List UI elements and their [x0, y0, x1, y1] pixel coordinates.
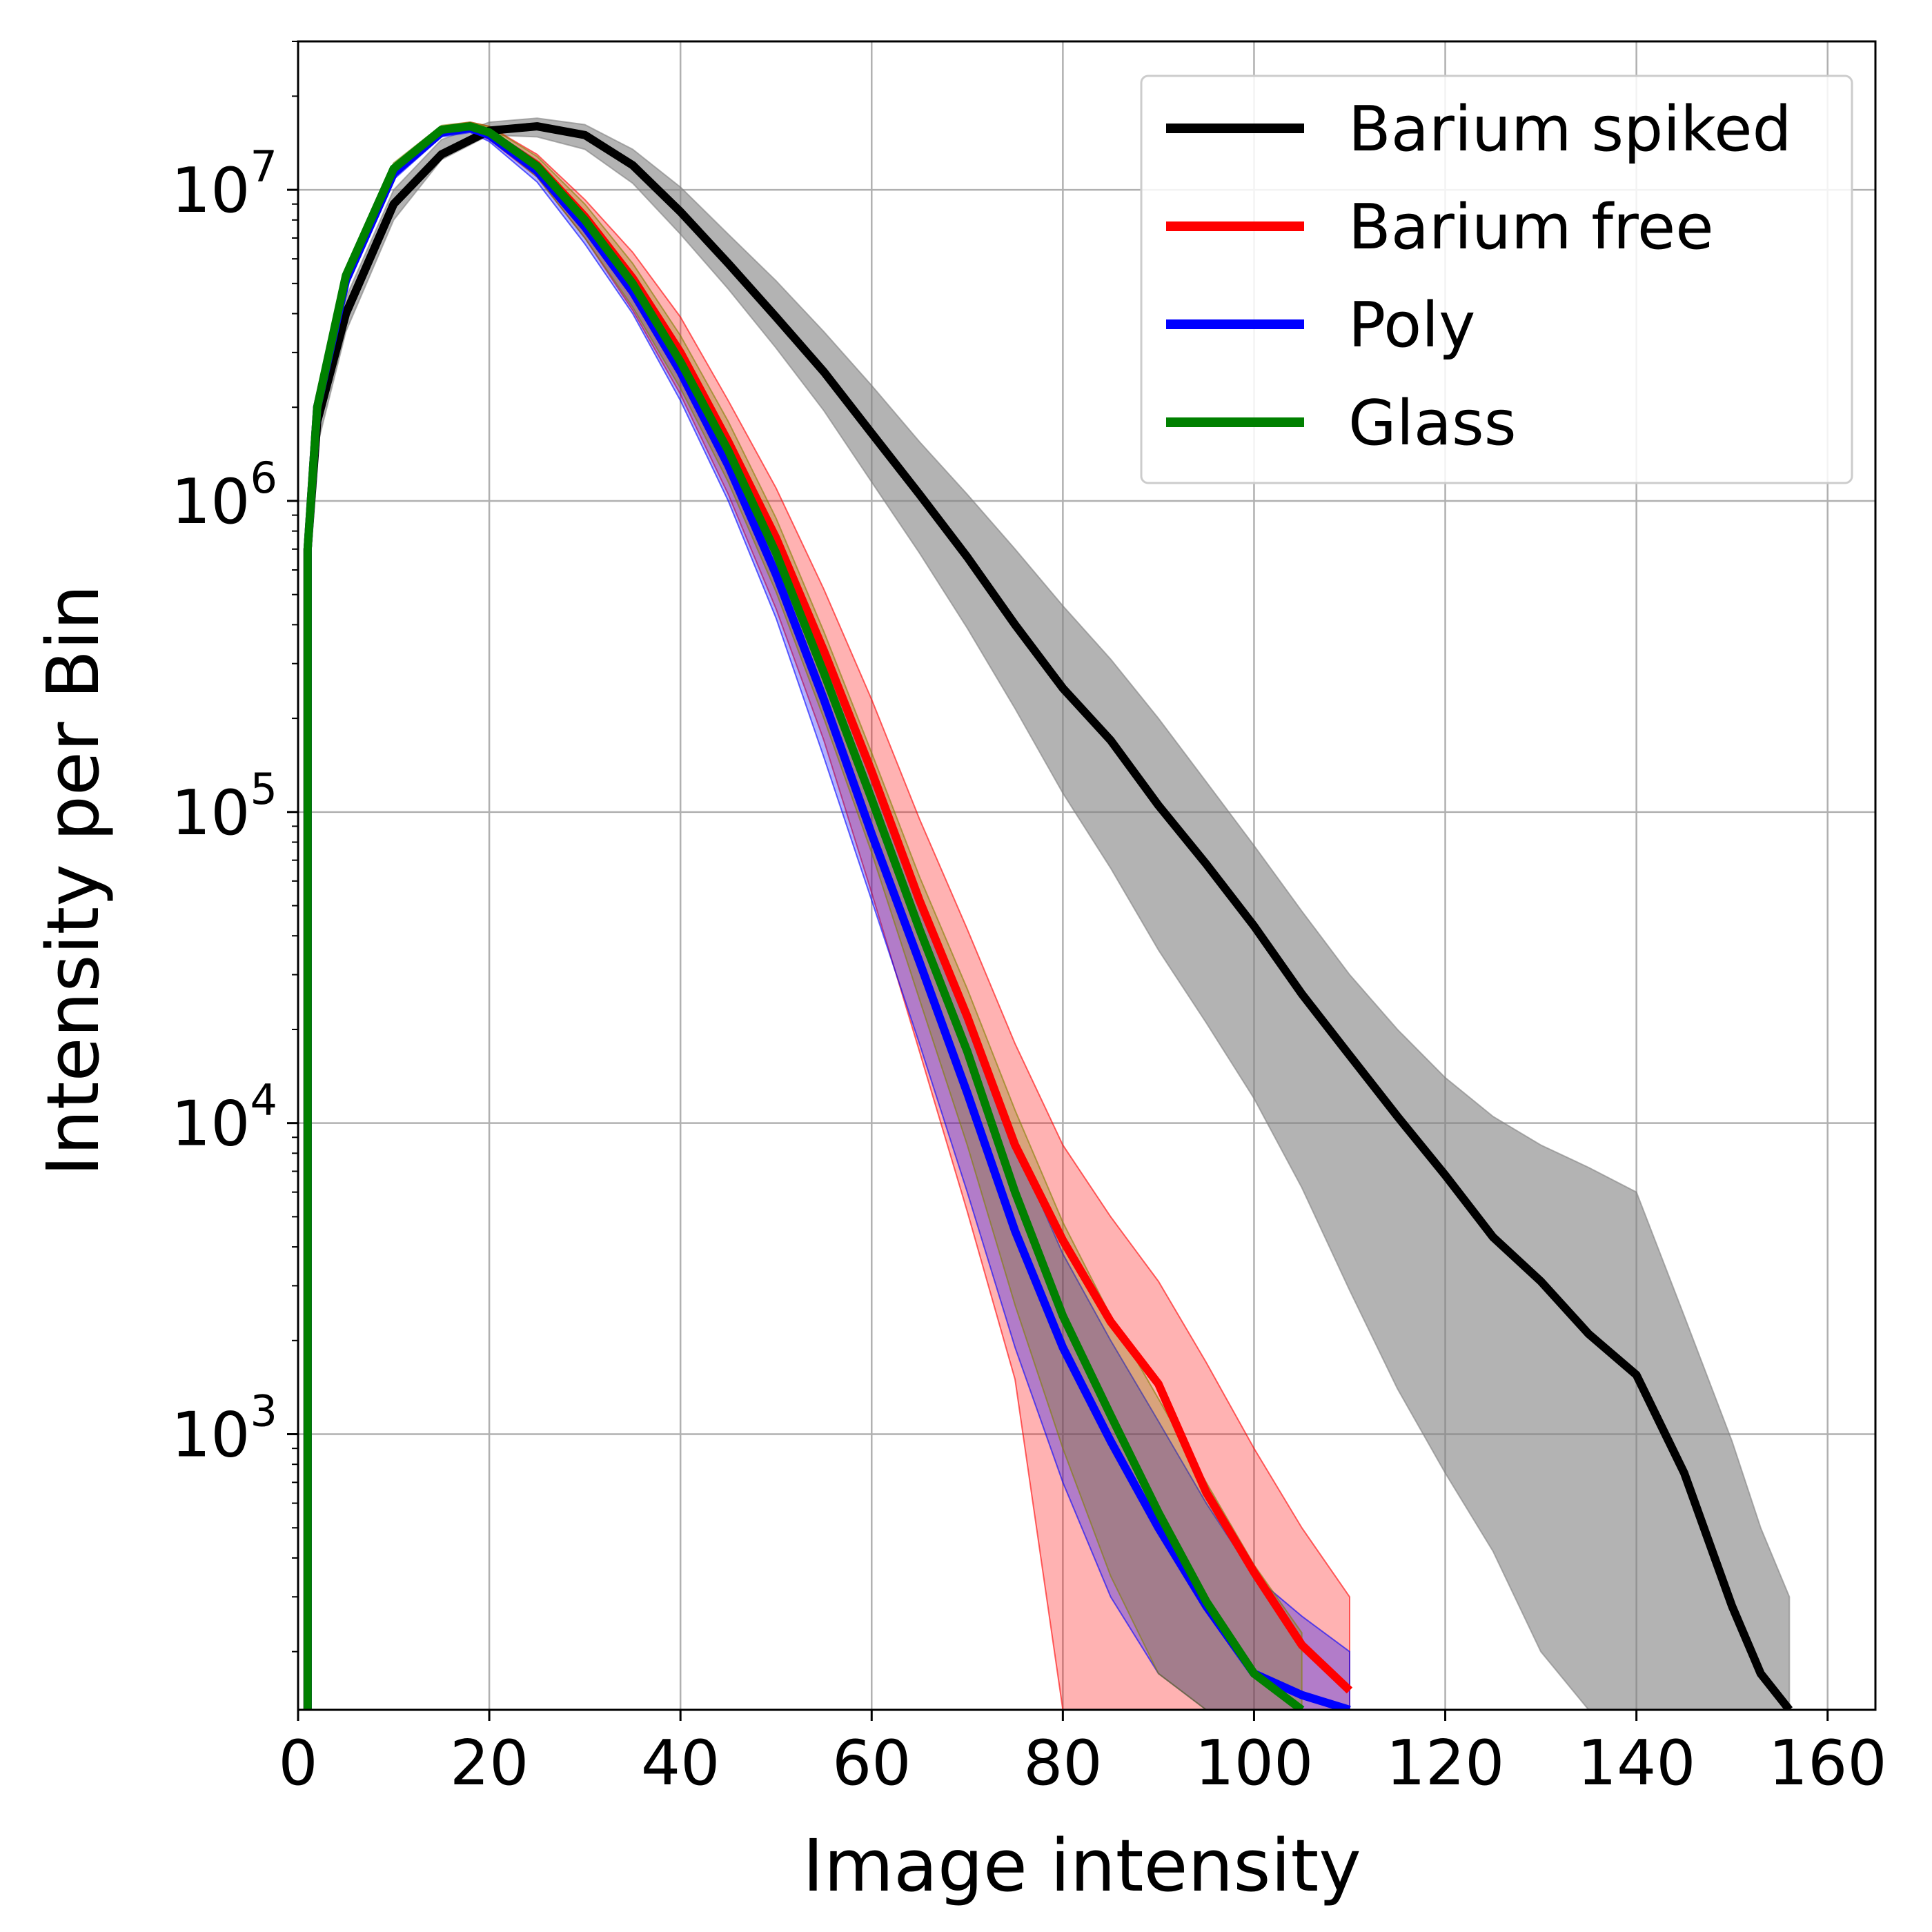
legend: Barium spiked Barium free Poly Glass	[1140, 75, 1853, 484]
y-tick-base: 10	[171, 466, 250, 538]
y-tick-exponent: 4	[250, 1075, 277, 1125]
x-tick-label: 80	[1023, 1727, 1103, 1800]
band-glass	[306, 121, 1303, 1710]
legend-label: Glass	[1348, 387, 1517, 460]
x-axis-label: Image intensity	[802, 1824, 1361, 1908]
y-tick-base: 10	[171, 1088, 250, 1161]
y-tick-base: 10	[171, 777, 250, 849]
y-tick-label: 107	[171, 141, 277, 227]
x-tick-label: 60	[832, 1727, 911, 1800]
x-tick-label: 160	[1768, 1727, 1887, 1800]
x-tick-label: 140	[1577, 1727, 1696, 1800]
plot-frame	[297, 40, 1877, 1711]
x-tick-label: 40	[641, 1727, 720, 1800]
y-tick-exponent: 7	[250, 141, 277, 192]
series-lines	[303, 122, 1793, 1710]
legend-label: Barium free	[1348, 191, 1714, 264]
legend-box	[1140, 75, 1853, 484]
band-barium-spiked	[306, 117, 1791, 1710]
legend-label: Barium spiked	[1348, 93, 1792, 166]
line-glass	[303, 122, 1305, 1710]
y-tick-base: 10	[171, 1399, 250, 1472]
y-tick-label: 106	[171, 453, 277, 538]
y-tick-label: 105	[171, 764, 277, 849]
y-tick-base: 10	[171, 155, 250, 227]
legend-label: Poly	[1348, 289, 1475, 362]
y-tick-label: 104	[171, 1075, 277, 1161]
y-tick-exponent: 6	[250, 453, 277, 503]
x-tick-label: 120	[1386, 1727, 1505, 1800]
line-barium-spiked	[303, 122, 1793, 1710]
y-tick-exponent: 3	[250, 1386, 277, 1437]
x-tick-label: 20	[450, 1727, 529, 1800]
y-tick-label: 103	[171, 1386, 277, 1472]
x-tick-label: 100	[1195, 1727, 1314, 1800]
y-axis-label: Intensity per Bin	[31, 584, 115, 1176]
y-tick-exponent: 5	[250, 764, 277, 814]
x-tick-label: 0	[278, 1727, 317, 1800]
